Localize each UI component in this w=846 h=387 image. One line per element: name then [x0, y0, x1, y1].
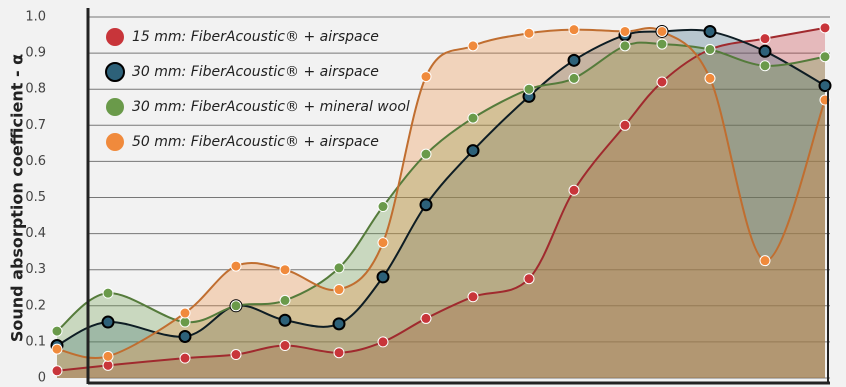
data-point — [102, 359, 114, 371]
y-tick-label: 0.8 — [25, 82, 46, 97]
data-point — [230, 300, 242, 312]
data-point — [230, 260, 242, 272]
data-point — [819, 22, 831, 34]
data-point — [568, 184, 580, 196]
dots — [50, 22, 832, 377]
data-point — [332, 317, 346, 331]
data-point — [818, 79, 832, 93]
data-point — [377, 336, 389, 348]
y-tick-label: 0.9 — [25, 46, 46, 61]
data-point — [333, 284, 345, 296]
data-point — [51, 325, 63, 337]
series-line — [56, 41, 826, 332]
data-point — [279, 294, 291, 306]
data-point — [101, 315, 115, 329]
y-axis-label: Sound absorption coefficient - α — [8, 54, 27, 342]
data-point — [619, 25, 631, 37]
data-point — [819, 51, 831, 63]
data-point — [420, 312, 432, 324]
data-point — [179, 307, 191, 319]
lines — [56, 26, 826, 372]
data-point — [333, 347, 345, 359]
data-point — [759, 33, 771, 45]
data-point — [178, 329, 192, 343]
y-tick-label: 0.6 — [25, 154, 46, 169]
data-point — [523, 83, 535, 95]
data-point — [567, 53, 581, 67]
data-point — [704, 43, 716, 55]
y-tick-label: 0.5 — [25, 190, 46, 205]
data-point — [467, 112, 479, 124]
data-point — [467, 40, 479, 52]
legend-label: 15 mm: FiberAcoustic® + airspace — [132, 29, 379, 45]
data-point — [377, 201, 389, 213]
legend-marker — [106, 28, 124, 46]
y-tick-label: 0.3 — [25, 262, 46, 277]
data-point — [466, 144, 480, 158]
data-point — [51, 365, 63, 377]
series-area — [57, 29, 825, 378]
legend-marker — [105, 62, 125, 82]
data-point — [51, 343, 63, 355]
data-point — [179, 316, 191, 328]
series-line — [56, 26, 826, 372]
data-point — [656, 76, 668, 88]
legend: 15 mm: FiberAcoustic® + airspace 30 mm: F… — [105, 28, 410, 151]
y-tick-label: 0 — [38, 371, 46, 386]
data-point — [419, 198, 433, 212]
data-point — [759, 255, 771, 267]
legend-marker — [106, 133, 124, 151]
data-point — [568, 24, 580, 36]
series-line — [56, 27, 826, 359]
legend-label: 30 mm: FiberAcoustic® + airspace — [132, 64, 379, 80]
series-area — [57, 42, 825, 379]
data-point — [758, 44, 772, 58]
data-point — [377, 237, 389, 249]
data-point — [420, 148, 432, 160]
data-point — [619, 40, 631, 52]
data-point — [102, 350, 114, 362]
data-point — [179, 352, 191, 364]
data-point — [279, 264, 291, 276]
data-point — [376, 270, 390, 284]
grid: 0 0.1 0.2 0.3 0.4 0.5 0.6 0.7 0.8 0.9 1.0 — [25, 10, 830, 386]
y-tick-label: 1.0 — [25, 10, 46, 25]
legend-marker — [106, 98, 124, 116]
y-tick-label: 0.2 — [25, 298, 46, 313]
series-line — [56, 28, 826, 347]
data-point — [523, 273, 535, 285]
y-tick-label: 0.1 — [25, 334, 46, 349]
legend-label: 30 mm: FiberAcoustic® + mineral wool — [132, 99, 410, 115]
data-point — [230, 349, 242, 361]
y-tick-label: 0.7 — [25, 118, 46, 133]
data-point — [759, 60, 771, 72]
data-point — [703, 24, 717, 38]
data-point — [279, 340, 291, 352]
data-point — [568, 72, 580, 84]
data-point — [619, 119, 631, 131]
legend-label: 50 mm: FiberAcoustic® + airspace — [132, 134, 379, 150]
data-point — [467, 291, 479, 303]
data-point — [278, 313, 292, 327]
y-tick-label: 0.4 — [25, 226, 46, 241]
data-point — [656, 38, 668, 50]
data-point — [656, 25, 668, 37]
data-point — [420, 71, 432, 83]
data-point — [333, 262, 345, 274]
data-point — [523, 27, 535, 39]
data-point — [102, 287, 114, 299]
data-point — [704, 72, 716, 84]
